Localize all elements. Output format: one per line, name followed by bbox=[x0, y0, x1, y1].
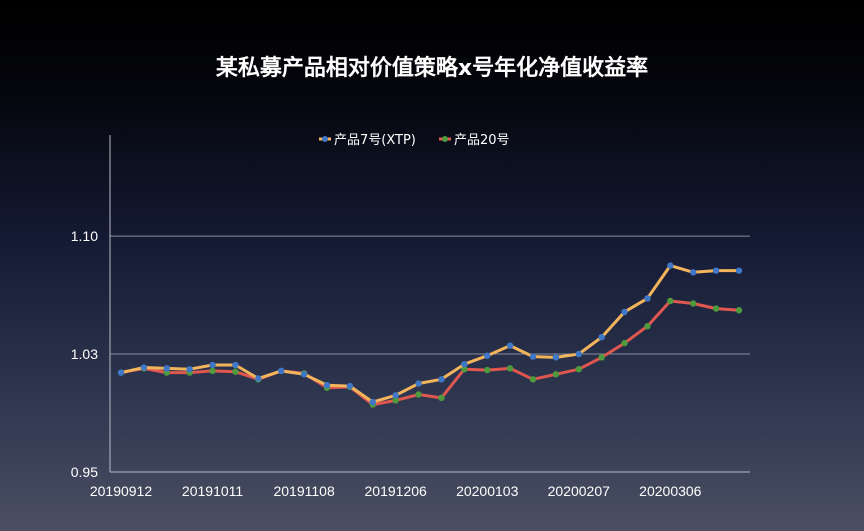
x-tick-label: 20191206 bbox=[365, 483, 428, 499]
data-point bbox=[575, 350, 582, 358]
data-point bbox=[598, 334, 605, 341]
legend-item-series-2: 产品20号 bbox=[439, 133, 510, 148]
axes bbox=[109, 135, 750, 473]
data-point bbox=[461, 360, 468, 368]
series-1 bbox=[117, 262, 743, 406]
series-line-1 bbox=[120, 264, 739, 404]
data-point bbox=[163, 365, 170, 372]
x-tick-label: 20200103 bbox=[456, 483, 519, 499]
legend: 产品7号(XTP) 产品20号 bbox=[319, 133, 510, 148]
data-point bbox=[735, 307, 743, 314]
data-point bbox=[392, 397, 399, 404]
data-point bbox=[712, 305, 720, 312]
data-point bbox=[392, 392, 399, 399]
data-point bbox=[506, 342, 514, 349]
data-point bbox=[690, 269, 697, 276]
x-tick-label: 20191011 bbox=[182, 483, 243, 499]
data-point bbox=[438, 394, 445, 402]
data-point bbox=[369, 398, 376, 406]
data-point bbox=[438, 376, 445, 383]
x-tick-label: 20190912 bbox=[90, 483, 153, 499]
data-point bbox=[506, 365, 514, 372]
data-point bbox=[255, 375, 262, 382]
data-point bbox=[621, 308, 628, 316]
data-point bbox=[346, 382, 354, 390]
data-point bbox=[484, 366, 491, 374]
data-point bbox=[209, 361, 216, 369]
data-point bbox=[140, 364, 148, 371]
gridlines bbox=[110, 235, 750, 355]
data-point bbox=[300, 371, 308, 378]
data-point bbox=[667, 262, 674, 269]
x-tick-label: 20200306 bbox=[639, 483, 702, 499]
series-2 bbox=[117, 297, 743, 408]
data-point bbox=[552, 354, 560, 361]
y-tick-labels: 0.95 1.03 1.10 bbox=[71, 228, 98, 480]
data-point bbox=[278, 367, 285, 375]
y-tick-label: 0.95 bbox=[71, 464, 98, 480]
data-point bbox=[529, 376, 537, 383]
chart-title: 某私募产品相对价值策略x号年化净值收益率 bbox=[216, 55, 648, 81]
data-point bbox=[552, 371, 560, 378]
data-point bbox=[484, 352, 491, 359]
legend-item-series-1: 产品7号(XTP) bbox=[319, 133, 416, 148]
data-point bbox=[644, 323, 651, 330]
data-point bbox=[415, 391, 422, 398]
data-point bbox=[323, 382, 331, 389]
data-point bbox=[575, 366, 582, 373]
legend-marker-series-2 bbox=[442, 136, 448, 142]
series bbox=[117, 262, 743, 408]
x-tick-label: 20200207 bbox=[548, 483, 611, 499]
data-point bbox=[232, 368, 239, 375]
y-tick-label: 1.10 bbox=[71, 228, 98, 244]
data-point bbox=[712, 267, 720, 274]
legend-label-series-2: 产品20号 bbox=[454, 133, 510, 148]
data-point bbox=[735, 267, 743, 274]
data-point bbox=[598, 354, 605, 361]
legend-label-series-1: 产品7号(XTP) bbox=[334, 133, 416, 148]
data-point bbox=[621, 339, 628, 347]
x-tick-label: 20191108 bbox=[273, 483, 334, 499]
data-point bbox=[232, 361, 239, 369]
data-point bbox=[117, 369, 125, 376]
data-point bbox=[667, 297, 674, 305]
y-tick-label: 1.03 bbox=[71, 346, 98, 362]
data-point bbox=[690, 300, 697, 307]
data-point bbox=[644, 295, 651, 302]
data-point bbox=[186, 366, 193, 373]
x-tick-labels: 20190912 20191011 20191108 20191206 20200103… bbox=[90, 483, 702, 499]
series-line-2 bbox=[120, 299, 740, 407]
data-point bbox=[529, 353, 537, 360]
data-point bbox=[415, 380, 422, 387]
legend-marker-series-1 bbox=[322, 136, 328, 142]
data-point bbox=[461, 366, 468, 373]
data-point bbox=[209, 367, 216, 375]
